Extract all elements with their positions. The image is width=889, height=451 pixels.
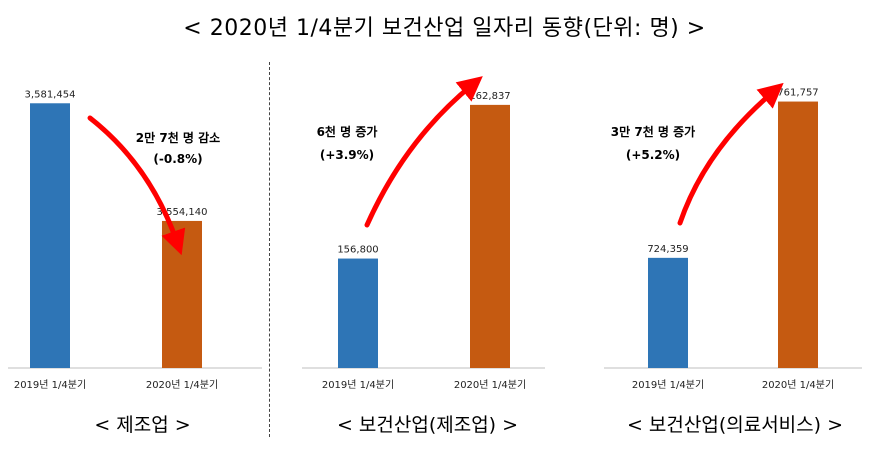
data-label: 724,359 — [647, 244, 688, 255]
bar — [778, 101, 818, 369]
data-label: 3,554,140 — [157, 207, 208, 218]
panel-divider — [269, 62, 270, 437]
x-tick-label: 2019년 1/4분기 — [322, 379, 394, 391]
bar — [30, 103, 70, 368]
bar — [162, 220, 202, 368]
panel-title-health-medical-service: < 보건산업(의료서비스) > — [626, 414, 844, 436]
bar — [338, 258, 378, 368]
data-label: 761,757 — [777, 88, 818, 99]
annotation-label: 6천 명 증가 — [317, 124, 378, 139]
bar — [648, 257, 688, 368]
x-tick-label: 2020년 1/4분기 — [762, 379, 834, 391]
annotation-percent: (+3.9%) — [320, 148, 374, 162]
x-tick-label: 2020년 1/4분기 — [146, 379, 218, 391]
chart-title: < 2020년 1/4분기 보건산업 일자리 동향(단위: 명) > — [183, 16, 706, 41]
decrease-arrow — [87, 115, 186, 256]
annotation-percent: (+5.2%) — [626, 148, 680, 162]
panel-title-manufacturing: < 제조업 > — [94, 414, 191, 436]
x-tick-label: 2019년 1/4분기 — [14, 379, 86, 391]
increase-arrow — [364, 76, 483, 228]
data-label: 3,581,454 — [25, 89, 76, 100]
panel-title-health-manufacturing: < 보건산업(제조업) > — [336, 414, 519, 436]
increase-arrow — [677, 82, 784, 226]
data-label: 156,800 — [337, 245, 378, 256]
annotation-label: 2만 7천 명 감소 — [136, 130, 220, 145]
x-tick-label: 2020년 1/4분기 — [454, 379, 526, 391]
annotation-label: 3만 7천 명 증가 — [611, 124, 695, 139]
data-label: 162,837 — [469, 91, 510, 102]
x-tick-label: 2019년 1/4분기 — [632, 379, 704, 391]
annotation-percent: (-0.8%) — [153, 152, 202, 166]
bar — [470, 104, 510, 368]
